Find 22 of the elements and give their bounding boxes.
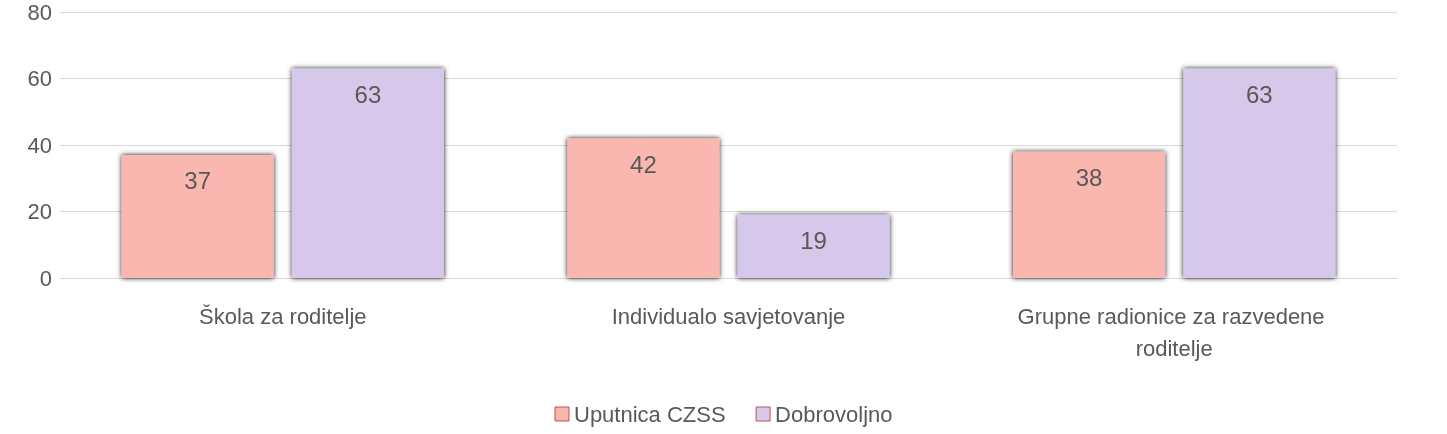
x-tick-label: Individualo savjetovanje (611, 303, 846, 329)
data-label: 42 (630, 150, 657, 178)
y-tick-label: 0 (39, 265, 52, 291)
y-tick-label: 80 (27, 0, 52, 25)
legend-label: Uputnica CZSS (573, 401, 726, 427)
x-tick-label: Škola za roditelje (199, 303, 367, 329)
y-tick-label: 40 (27, 132, 52, 158)
bar (1183, 68, 1336, 278)
legend-label: Dobrovoljno (775, 401, 893, 427)
x-tick-label: Grupne radionice za razvedene roditelje (1017, 303, 1331, 361)
data-label: 63 (1245, 81, 1273, 109)
data-label: 63 (354, 81, 382, 109)
y-tick-label: 60 (27, 66, 52, 91)
y-tick-label: 20 (27, 199, 52, 224)
data-label: 37 (184, 167, 212, 195)
bar (121, 154, 274, 278)
bar (567, 138, 720, 278)
data-label: 38 (1075, 164, 1103, 192)
data-label: 19 (800, 227, 827, 255)
bar (1013, 151, 1166, 278)
bar (291, 68, 444, 278)
bar (737, 214, 890, 278)
